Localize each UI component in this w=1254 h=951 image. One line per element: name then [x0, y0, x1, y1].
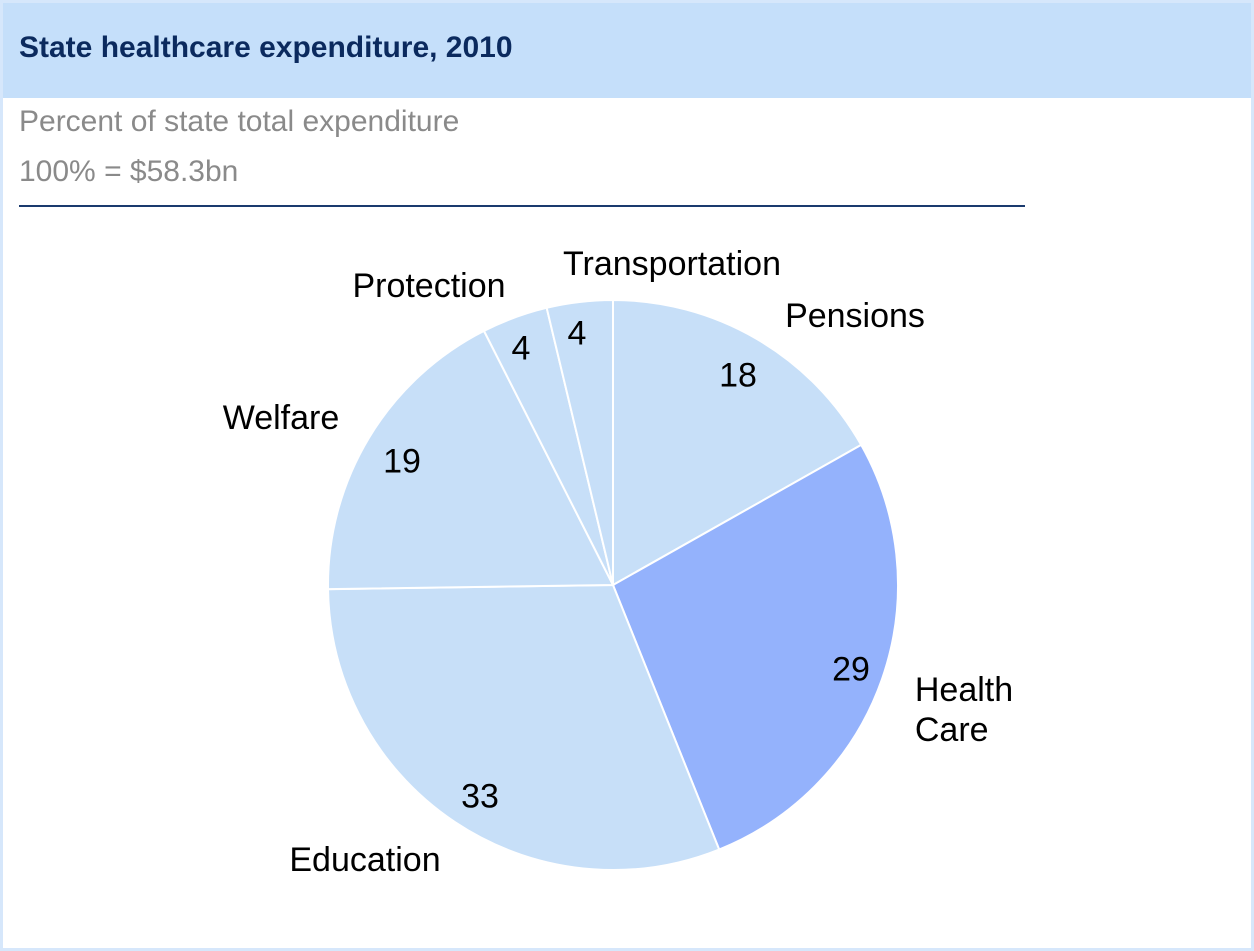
value-label: 19 [383, 442, 421, 481]
subtitle: 100% = $58.3bn [19, 155, 239, 188]
pie-area [327, 298, 899, 871]
category-label: Transportation [563, 244, 781, 283]
divider [19, 205, 1025, 207]
subtitle: Percent of state total expenditure [19, 105, 460, 138]
pie-slice [327, 329, 615, 591]
value-label: 4 [511, 329, 531, 368]
category-label: Education [289, 840, 441, 879]
pie-slice [545, 298, 614, 586]
value-label: 4 [567, 314, 587, 353]
value-label: 33 [461, 777, 499, 816]
category-label: Protection [352, 266, 506, 305]
category-label: Pensions [785, 296, 925, 335]
pie-slice [612, 298, 863, 587]
pie-slice [327, 583, 721, 871]
header-band [3, 3, 1251, 98]
category-label: Health Care [914, 670, 1014, 749]
pie-slice [611, 443, 899, 851]
value-label: 29 [832, 650, 870, 689]
chart-title: State healthcare expenditure, 2010 [19, 31, 513, 64]
value-label: 18 [719, 356, 757, 395]
category-label: Welfare [222, 398, 340, 437]
